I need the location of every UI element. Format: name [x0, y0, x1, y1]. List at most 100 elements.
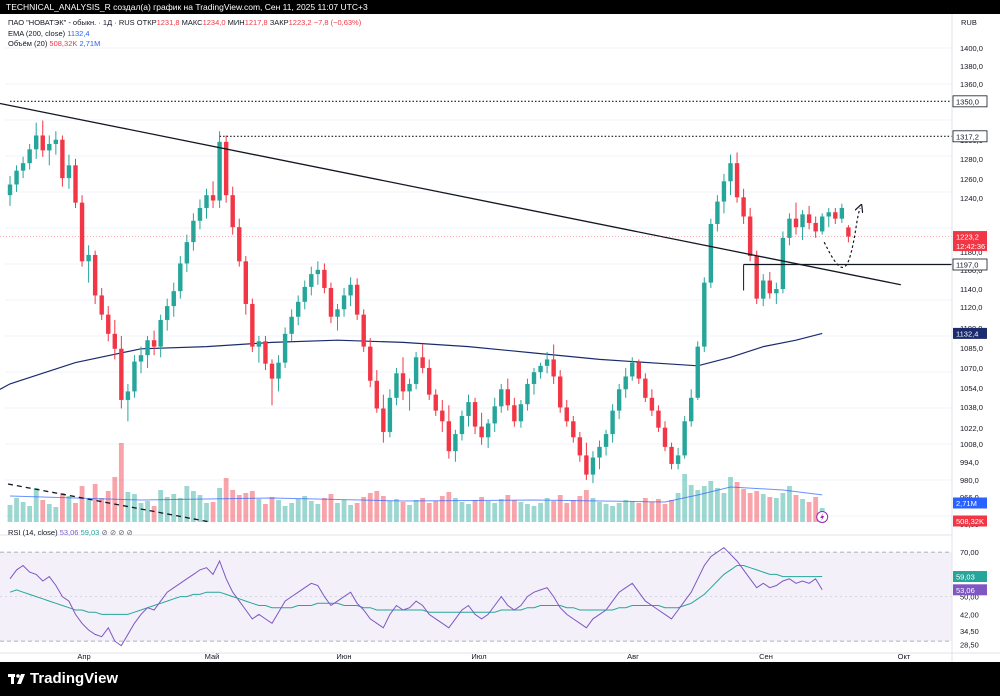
candle-body — [682, 421, 687, 456]
rsi-ma-value: 59,03 — [80, 528, 100, 537]
volume-bar — [695, 490, 701, 522]
volume-bar — [767, 497, 773, 522]
grid — [5, 47, 952, 517]
price-label-support-level: 1197,0 — [956, 261, 978, 270]
volume-bar — [79, 486, 85, 522]
chart-svg[interactable]: RUB1400,01380,01360,01340,01300,01280,01… — [0, 14, 1000, 662]
candle-body — [217, 141, 222, 201]
open-value: 1231,8 — [156, 18, 180, 27]
candle-body — [191, 220, 196, 243]
tradingview-logo-icon — [8, 674, 25, 684]
candle-body — [230, 195, 235, 228]
volume-bar — [511, 500, 517, 522]
volume-bar — [407, 505, 412, 522]
volume-bar — [92, 484, 98, 522]
price-tick-label: 1038,0 — [960, 403, 983, 412]
high-value: 1234,0 — [202, 18, 226, 27]
price-label-box — [953, 231, 987, 252]
candle-body — [14, 170, 19, 185]
candle-body — [571, 421, 576, 438]
volume-bar — [73, 503, 78, 522]
volume-pane — [7, 443, 825, 522]
candle-body — [400, 373, 406, 392]
volume-bar — [269, 497, 275, 522]
price-tick-label: 994,0 — [960, 458, 979, 467]
volume-bar — [793, 495, 799, 522]
price-label-volume: 508,32K — [956, 517, 984, 526]
price-label-countdown: 12:42:36 — [956, 242, 985, 251]
price-label-box — [952, 258, 988, 271]
candle-body — [237, 227, 242, 262]
time-tick-label: Июл — [471, 652, 486, 661]
candle-body — [263, 341, 268, 364]
volume-bar — [308, 501, 314, 522]
candle-body — [702, 282, 707, 347]
candle-body — [20, 163, 26, 171]
candle-body — [427, 367, 432, 395]
volume-bar — [322, 498, 327, 522]
volume-bar — [557, 495, 563, 522]
volume-bar — [584, 490, 589, 522]
rsi-tick-label: 42,00 — [960, 610, 979, 619]
candle-body — [721, 181, 727, 202]
candle-body — [171, 291, 176, 307]
volume-bar — [204, 503, 209, 522]
volume-bar — [315, 504, 321, 522]
candle-body — [53, 139, 59, 144]
rsi-settings-icons[interactable]: ⊘ ⊘ ⊘ ⊘ — [101, 528, 133, 537]
volume-bar — [498, 499, 504, 522]
rsi-legend[interactable]: RSI (14, close) 53,06 59,03 ⊘ ⊘ ⊘ ⊘ — [8, 528, 133, 537]
time-tick-label: Апр — [77, 652, 90, 661]
volume-bar — [86, 499, 91, 522]
candle-body — [296, 301, 301, 317]
candle-body — [145, 340, 150, 356]
candle-body — [466, 402, 471, 416]
volume-ma-line — [9, 486, 823, 503]
candle-body — [499, 389, 504, 407]
volume-bar — [335, 503, 340, 522]
candle-body — [695, 346, 700, 398]
candle-body — [656, 410, 661, 428]
candle-body — [793, 218, 799, 228]
candle-body — [99, 295, 104, 315]
volume-bar — [754, 491, 760, 522]
candle-body — [643, 378, 648, 398]
candle-body — [512, 405, 517, 422]
candle-body — [669, 446, 674, 464]
ema-label: EMA (200, close) — [8, 28, 66, 38]
price-label-last-price: 1223,2 — [956, 233, 979, 242]
candle-body — [538, 365, 543, 373]
volume-bar — [433, 501, 439, 522]
price-label-dotted-level: 1350,0 — [956, 97, 979, 106]
volume-bar — [7, 505, 13, 522]
candle-body — [551, 359, 556, 377]
candle-body — [354, 284, 360, 315]
candles-layer — [7, 120, 851, 484]
candle-body — [833, 212, 838, 219]
rsi-value: 53,06 — [59, 528, 79, 537]
volume-bar — [616, 503, 622, 522]
volume-bar — [780, 493, 786, 522]
candle-body — [577, 437, 583, 456]
volume-bar — [466, 504, 471, 522]
price-tick-label: 1400,0 — [960, 44, 983, 53]
candle-body — [708, 223, 714, 283]
volume-bar — [14, 498, 19, 522]
candle-body — [138, 355, 144, 362]
rsi-label: RSI (14, close) — [8, 528, 58, 537]
candle-body — [40, 135, 45, 151]
candle-body — [223, 141, 229, 196]
candle-body — [846, 227, 851, 237]
price-label-box — [953, 515, 987, 527]
candle-body — [675, 455, 681, 464]
candle-body — [27, 149, 32, 164]
volume-legend[interactable]: Объём (20) 508,32K 2,71M — [8, 39, 361, 50]
volume-bar — [492, 503, 498, 522]
ema-legend[interactable]: EMA (200, close) 1132,4 — [8, 29, 361, 40]
rsi-tick-label: 50,00 — [960, 593, 979, 602]
rsi-tick-label: 28,50 — [960, 640, 979, 649]
volume-bar — [505, 495, 511, 522]
candle-body — [243, 261, 248, 304]
price-tick-label: 980,0 — [960, 476, 979, 485]
volume-bar — [570, 500, 576, 522]
